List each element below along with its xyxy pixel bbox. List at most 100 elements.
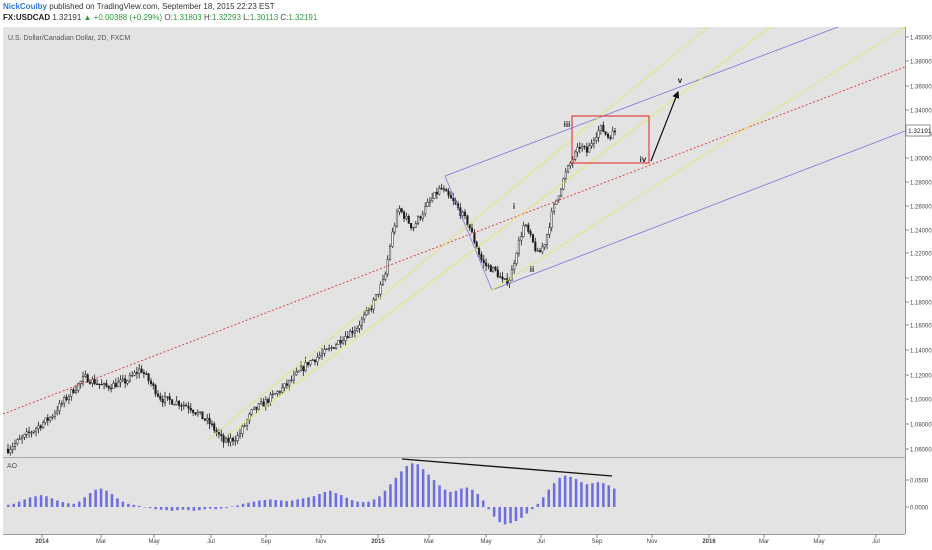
- candle-body: [330, 347, 333, 349]
- time-tick-label: Jul: [872, 539, 880, 545]
- ao-bar: [487, 507, 490, 510]
- candle-body: [407, 216, 410, 224]
- price-tick-label: 1.28000: [910, 181, 932, 187]
- candle-body: [250, 409, 253, 415]
- candle-body: [203, 418, 206, 421]
- candle-body: [492, 266, 495, 272]
- candle-body: [23, 434, 26, 438]
- candle-body: [238, 433, 242, 436]
- candle-body: [581, 145, 584, 149]
- candle-body: [194, 412, 197, 415]
- candle-body: [234, 440, 237, 442]
- price-tick-label: 1.30000: [910, 157, 932, 163]
- candle-body: [196, 412, 199, 415]
- ao-bar: [274, 500, 277, 507]
- candle-body: [543, 244, 546, 248]
- candle-body: [271, 393, 274, 396]
- candle-body: [79, 381, 82, 384]
- candle-body: [393, 225, 396, 233]
- time-tick-label: May: [813, 539, 824, 545]
- price-tick-label: 1.18000: [910, 301, 932, 307]
- candle-body: [613, 130, 617, 133]
- candle-body: [295, 371, 298, 376]
- candle-body: [541, 246, 544, 253]
- author-link[interactable]: NickCoulby: [3, 2, 48, 11]
- ao-bar: [471, 489, 474, 507]
- ao-bar: [340, 495, 343, 507]
- candle-body: [81, 376, 85, 382]
- candle-body: [18, 438, 21, 440]
- candle-body: [171, 399, 174, 405]
- ao-bar: [209, 507, 212, 509]
- candle-body: [208, 417, 211, 425]
- candle-body: [173, 404, 176, 406]
- yellow-parallel-middle: [227, 26, 771, 436]
- candle-body: [592, 139, 595, 144]
- candle-body: [372, 299, 375, 310]
- ao-bar: [61, 502, 65, 507]
- ao-bar: [127, 503, 130, 507]
- candle-body: [231, 437, 235, 442]
- ao-bar: [83, 497, 86, 507]
- candle-body: [578, 146, 581, 149]
- candle-body: [255, 406, 258, 410]
- candle-body: [274, 393, 277, 395]
- candle-body: [438, 187, 441, 195]
- time-tick-label: 2015: [371, 539, 385, 545]
- ao-bar: [552, 483, 556, 507]
- ao-bar: [72, 503, 75, 507]
- ao-bar: [17, 501, 21, 507]
- ao-bar: [269, 499, 272, 507]
- ao-bar: [492, 507, 496, 517]
- ao-bar: [607, 485, 610, 507]
- candle-body: [264, 399, 267, 407]
- candle-body: [178, 400, 181, 406]
- ao-bar: [536, 503, 540, 507]
- candle-body: [260, 401, 263, 405]
- candle-body: [370, 308, 373, 310]
- ao-bar: [219, 507, 223, 509]
- candle-body: [96, 383, 99, 385]
- time-tick-label: Jul: [537, 539, 545, 545]
- candle-body: [496, 269, 499, 277]
- candle-body: [569, 162, 572, 167]
- low-value: 1.30113: [249, 13, 279, 22]
- candle-body: [440, 187, 443, 190]
- ao-bar: [230, 506, 234, 507]
- ao-bar: [121, 501, 125, 507]
- candle-body: [412, 227, 415, 229]
- ao-pane-background: [3, 458, 905, 534]
- ao-bar: [110, 494, 114, 507]
- ao-bar: [203, 507, 206, 510]
- candle-body: [16, 439, 19, 444]
- ao-bar: [28, 497, 32, 507]
- candle-body: [449, 195, 452, 199]
- candle-body: [480, 254, 483, 261]
- candle-body: [531, 234, 535, 243]
- ao-bar: [574, 478, 578, 507]
- candle-body: [227, 438, 230, 443]
- candle-body: [374, 294, 377, 300]
- candle-body: [152, 383, 155, 386]
- candle-body: [320, 353, 324, 356]
- candle-body: [288, 379, 291, 386]
- candle-body: [302, 366, 305, 371]
- candle-body: [463, 211, 467, 217]
- candle-body: [70, 389, 73, 397]
- time-tick-label: 2016: [702, 539, 716, 545]
- candle-body: [283, 383, 286, 388]
- candle-body: [161, 399, 164, 403]
- candle-body: [538, 250, 542, 253]
- ao-bar: [263, 500, 267, 507]
- low-label: L:: [243, 13, 250, 22]
- candle-body: [246, 419, 249, 426]
- candle-body: [185, 404, 188, 407]
- candle-body: [351, 330, 354, 334]
- time-tick-label: Sep: [261, 539, 272, 545]
- candle-body: [400, 208, 403, 213]
- candle-body: [388, 246, 392, 260]
- candle-body: [25, 431, 28, 435]
- candle-body: [39, 425, 42, 429]
